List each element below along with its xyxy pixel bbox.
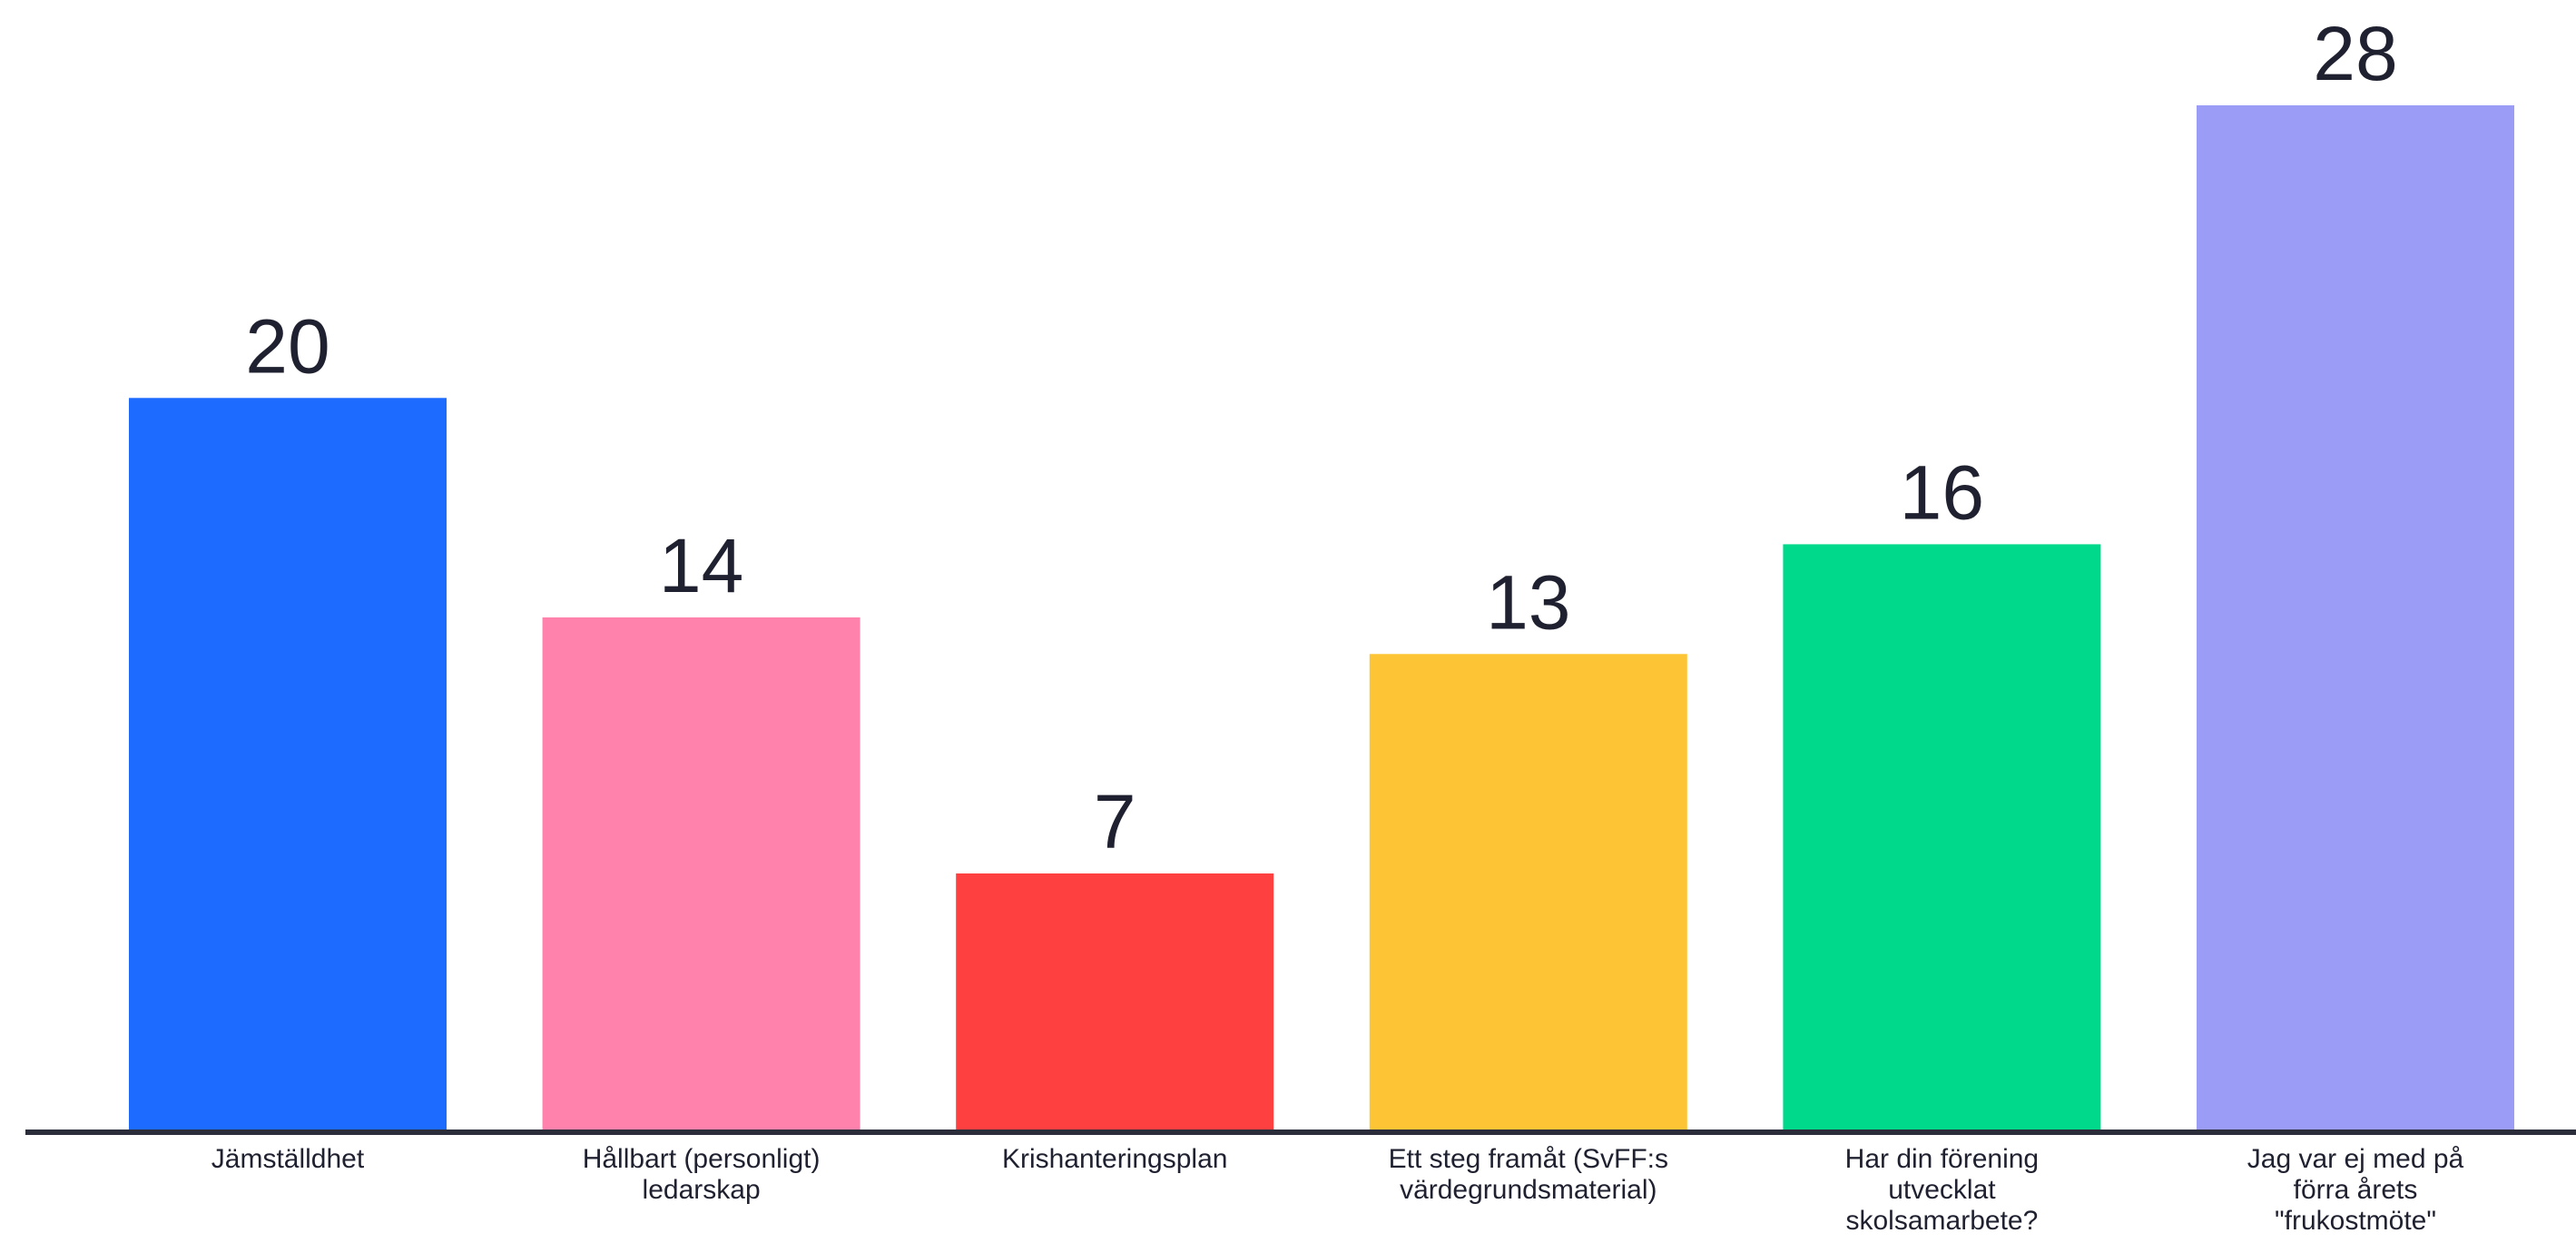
category-label-line: Krishanteringsplan: [1002, 1144, 1227, 1174]
bar-4: [1369, 654, 1687, 1130]
value-label-3: 7: [1094, 779, 1136, 864]
value-label-6: 28: [2313, 11, 2397, 96]
category-label-5: Har din förening utvecklat skolsamarbete?: [1845, 1144, 2039, 1236]
bar-2: [542, 617, 860, 1130]
category-label-line: "frukostmöte": [2275, 1206, 2436, 1236]
category-label-line: värdegrundsmaterial): [1400, 1175, 1657, 1205]
value-labels-group: 20 14 7 13 16 28: [245, 11, 2397, 864]
bar-3: [956, 873, 1274, 1130]
category-label-line: Jämställdhet: [211, 1144, 365, 1174]
bar-5: [1783, 544, 2101, 1130]
category-label-line: skolsamarbete?: [1846, 1206, 2039, 1236]
category-label-4: Ett steg framåt (SvFF:s värdegrundsmateri…: [1389, 1144, 1668, 1205]
category-label-line: Har din förening: [1845, 1144, 2039, 1174]
category-label-3: Krishanteringsplan: [1002, 1144, 1227, 1174]
category-label-line: förra årets: [2294, 1175, 2418, 1205]
category-label-2: Hållbart (personligt) ledarskap: [583, 1144, 821, 1205]
category-label-1: Jämställdhet: [211, 1144, 365, 1174]
category-label-6: Jag var ej med på förra årets "frukostmöte…: [2247, 1144, 2464, 1236]
category-label-line: Ett steg framåt (SvFF:s: [1389, 1144, 1668, 1174]
category-labels-group: Jämställdhet Hållbart (personligt) ledarsk…: [211, 1144, 2464, 1236]
bar-6: [2197, 105, 2514, 1130]
category-label-line: Hållbart (personligt): [583, 1144, 821, 1174]
value-label-5: 16: [1900, 449, 1984, 535]
bar-1: [129, 398, 447, 1130]
category-label-line: Jag var ej med på: [2247, 1144, 2464, 1174]
value-label-4: 13: [1486, 559, 1570, 645]
category-label-line: utvecklat: [1888, 1175, 1996, 1205]
value-label-2: 14: [659, 523, 743, 608]
value-label-1: 20: [245, 303, 329, 389]
bars-group: [129, 105, 2514, 1130]
category-label-line: ledarskap: [643, 1175, 761, 1205]
